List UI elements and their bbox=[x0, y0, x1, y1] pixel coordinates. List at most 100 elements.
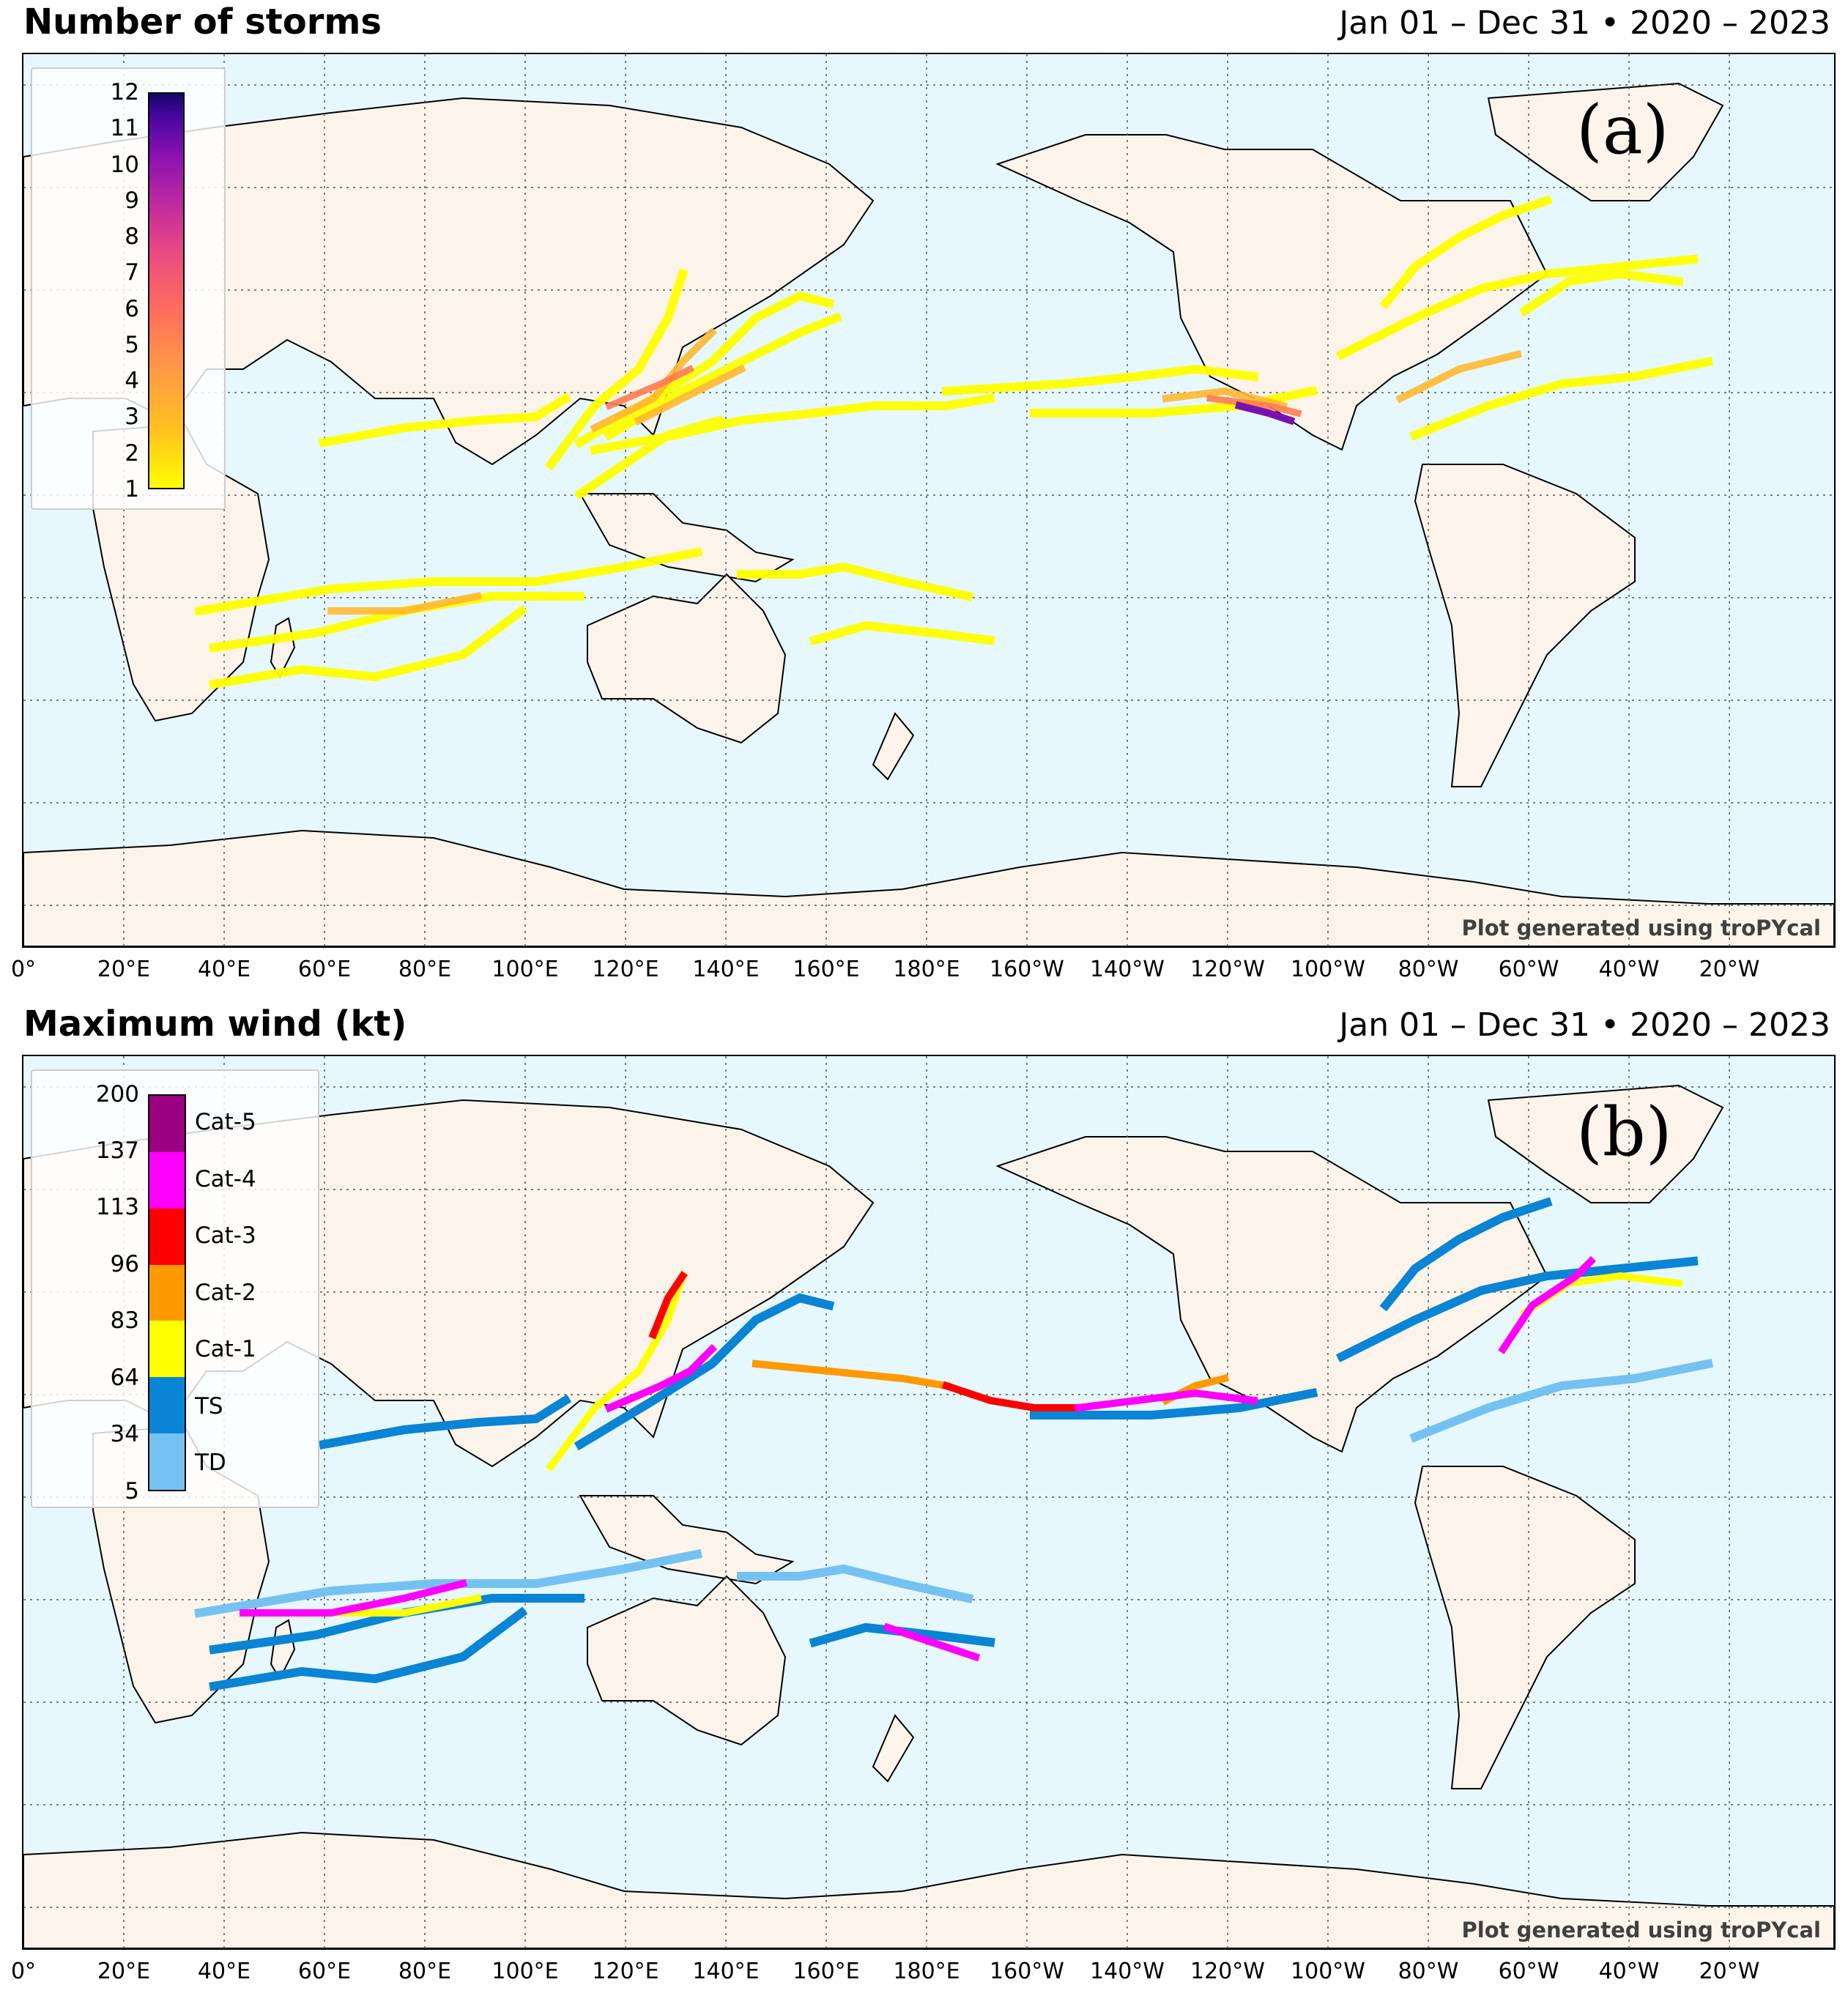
x-tick: 140°W bbox=[1090, 957, 1165, 982]
north-america-land bbox=[995, 134, 1548, 451]
x-tick: 160°E bbox=[793, 957, 860, 982]
x-tick: 120°E bbox=[592, 1959, 659, 1984]
colorbar-tick: 113 bbox=[95, 1194, 139, 1220]
x-tick: 80°W bbox=[1398, 1959, 1459, 1984]
colorbar-tick: 3 bbox=[125, 404, 139, 430]
colorbar bbox=[148, 1094, 186, 1491]
x-tick: 100°W bbox=[1291, 957, 1365, 982]
storm-density-tracks bbox=[194, 195, 1714, 689]
map-frame: 12 11 10 9 8 7 6 5 4 3 2 1 (a) Plot gene… bbox=[22, 53, 1836, 948]
x-tick: 40°E bbox=[197, 957, 251, 982]
panel-title: Maximum wind (kt) bbox=[23, 1003, 407, 1044]
colorbar-segment-cat5 bbox=[149, 1096, 185, 1152]
x-tick: 60°W bbox=[1498, 957, 1559, 982]
colorbar-legend: 12 11 10 9 8 7 6 5 4 3 2 1 bbox=[31, 67, 226, 510]
x-tick: 140°W bbox=[1090, 1959, 1165, 1984]
x-tick: 100°E bbox=[491, 1959, 559, 1984]
world-map bbox=[23, 54, 1834, 946]
colorbar-tick: 8 bbox=[125, 223, 139, 250]
x-tick: 80°E bbox=[398, 1959, 452, 1984]
x-tick: 60°E bbox=[297, 957, 352, 982]
colorbar-tick: 11 bbox=[110, 115, 139, 141]
north-america-land bbox=[995, 1136, 1548, 1453]
x-tick: 40°W bbox=[1598, 957, 1660, 982]
x-tick: 120°E bbox=[592, 957, 659, 982]
x-tick: 100°E bbox=[491, 957, 559, 982]
colorbar-tick: 1 bbox=[125, 476, 139, 502]
south-america-land bbox=[1414, 464, 1636, 787]
x-tick: 120°W bbox=[1190, 957, 1265, 982]
x-tick: 40°W bbox=[1598, 1959, 1660, 1984]
x-tick: 160°W bbox=[990, 957, 1064, 982]
colorbar-tick: 83 bbox=[110, 1307, 139, 1334]
category-label: Cat-1 bbox=[195, 1336, 256, 1362]
x-tick: 40°E bbox=[197, 1959, 251, 1984]
x-tick: 140°E bbox=[692, 1959, 760, 1984]
category-label: Cat-3 bbox=[195, 1222, 256, 1249]
new-zealand-land bbox=[872, 712, 915, 781]
category-label: TD bbox=[195, 1450, 226, 1476]
map-frame: 200 137 113 96 83 64 34 5 Cat-5 Cat-4 Ca… bbox=[22, 1055, 1836, 1950]
colorbar-tick: 96 bbox=[110, 1251, 139, 1277]
new-zealand-land bbox=[872, 1714, 915, 1783]
colorbar-tick: 2 bbox=[125, 440, 139, 467]
panel-a: Number of storms Jan 01 – Dec 31 • 2020 … bbox=[10, 1, 1836, 982]
storm-wind-tracks bbox=[194, 1197, 1714, 1691]
colorbar-tick: 5 bbox=[125, 1478, 139, 1504]
colorbar-tick: 6 bbox=[125, 296, 139, 322]
colorbar-segment-cat4 bbox=[149, 1151, 185, 1209]
x-tick: 20°E bbox=[97, 957, 151, 982]
x-tick: 180°E bbox=[893, 957, 960, 982]
colorbar-tick: 5 bbox=[125, 332, 139, 358]
x-tick: 180°E bbox=[893, 1959, 960, 1984]
maritime-asia-land bbox=[579, 493, 795, 583]
colorbar-tick: 64 bbox=[110, 1365, 139, 1391]
colorbar-tick: 137 bbox=[95, 1138, 139, 1164]
greenland-land bbox=[1487, 1084, 1724, 1203]
x-tick: 80°W bbox=[1398, 957, 1459, 982]
x-tick: 100°W bbox=[1291, 1959, 1365, 1984]
panel-b: Maximum wind (kt) Jan 01 – Dec 31 • 2020… bbox=[0, 1002, 1848, 2004]
colorbar-tick: 34 bbox=[110, 1421, 139, 1447]
credit-text: Plot generated using troPYcal bbox=[1461, 916, 1821, 940]
category-label: TS bbox=[195, 1393, 223, 1420]
colorbar-tick: 4 bbox=[125, 368, 139, 394]
colorbar-legend: 200 137 113 96 83 64 34 5 Cat-5 Cat-4 Ca… bbox=[31, 1069, 319, 1508]
category-label: Cat-5 bbox=[195, 1109, 256, 1135]
category-label: Cat-2 bbox=[195, 1280, 256, 1306]
colorbar-segment-cat1 bbox=[149, 1321, 185, 1378]
x-tick: 160°E bbox=[793, 1959, 860, 1984]
colorbar-segment-cat2 bbox=[149, 1264, 185, 1321]
x-tick: 120°W bbox=[1190, 1959, 1265, 1984]
colorbar-segment-td bbox=[149, 1433, 185, 1491]
antarctica-land bbox=[23, 1831, 1834, 1948]
x-tick: 20°W bbox=[1699, 1959, 1760, 1984]
x-tick: 20°W bbox=[1699, 957, 1760, 982]
south-america-land bbox=[1414, 1466, 1636, 1789]
colorbar-tick: 7 bbox=[125, 259, 139, 286]
lat-lon-grid bbox=[23, 54, 1834, 946]
date-range: Jan 01 – Dec 31 • 2020 – 2023 bbox=[1339, 1006, 1830, 1044]
x-tick: 60°W bbox=[1498, 1959, 1559, 1984]
x-tick: 140°E bbox=[692, 957, 760, 982]
panel-label: (a) bbox=[1576, 91, 1669, 169]
colorbar-tick: 200 bbox=[95, 1081, 139, 1107]
colorbar-segment-ts bbox=[149, 1377, 185, 1434]
x-tick: 0° bbox=[10, 957, 37, 982]
greenland-land bbox=[1487, 82, 1724, 201]
colorbar-tick: 12 bbox=[110, 79, 139, 105]
panel-title: Number of storms bbox=[23, 1, 382, 42]
antarctica-land bbox=[23, 829, 1834, 946]
world-map bbox=[23, 1056, 1834, 1948]
colorbar-segment-cat3 bbox=[149, 1208, 185, 1265]
x-tick: 160°W bbox=[990, 1959, 1064, 1984]
maritime-asia-land bbox=[579, 1495, 795, 1585]
category-label: Cat-4 bbox=[195, 1166, 256, 1192]
x-tick: 0° bbox=[10, 1959, 37, 1984]
lat-lon-grid bbox=[23, 1056, 1834, 1948]
colorbar-tick: 10 bbox=[110, 152, 139, 178]
panel-label: (b) bbox=[1576, 1093, 1672, 1171]
x-tick: 60°E bbox=[297, 1959, 352, 1984]
x-tick: 20°E bbox=[97, 1959, 151, 1984]
credit-text: Plot generated using troPYcal bbox=[1461, 1918, 1821, 1942]
